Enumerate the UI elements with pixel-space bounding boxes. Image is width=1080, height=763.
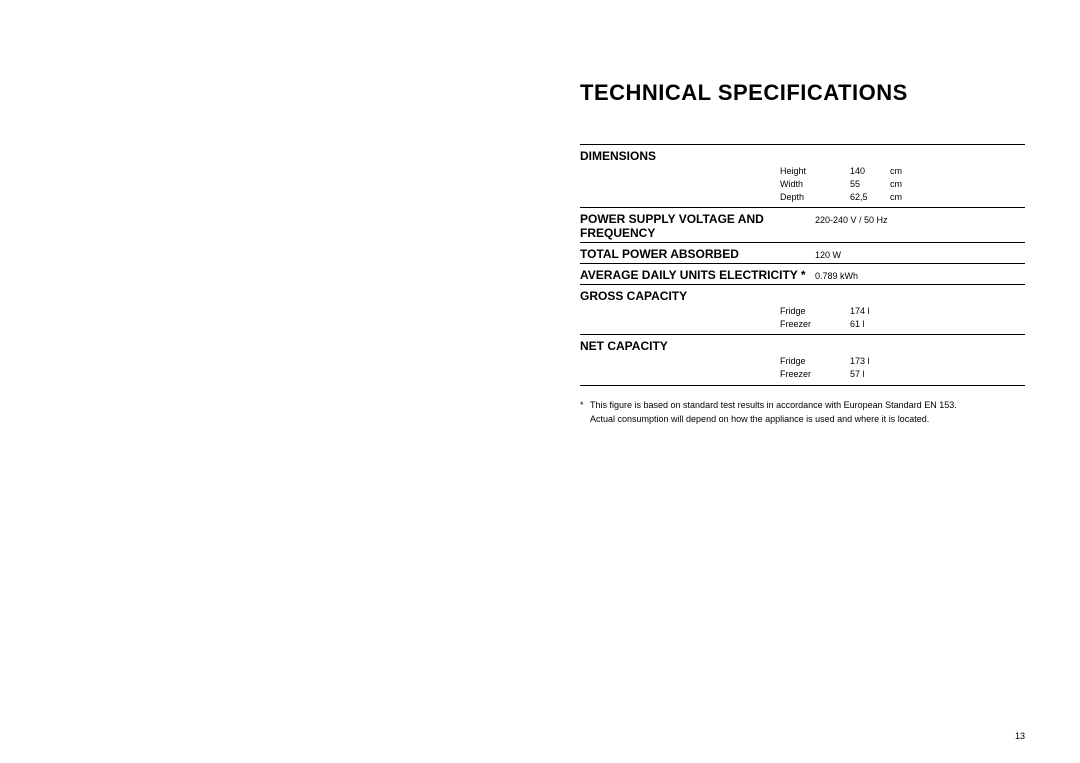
dim-unit: cm xyxy=(890,165,920,178)
page: TECHNICAL SPECIFICATIONS DIMENSIONS Heig… xyxy=(0,0,1080,763)
dim-label: Depth xyxy=(780,191,850,204)
gross-label: Freezer xyxy=(780,318,850,331)
total-power-value: 120 W xyxy=(815,250,915,260)
dim-label: Height xyxy=(780,165,850,178)
gross-label: Fridge xyxy=(780,305,850,318)
footnote-line-2: Actual consumption will depend on how th… xyxy=(580,412,1025,426)
section-power-supply: POWER SUPPLY VOLTAGE AND FREQUENCY 220-2… xyxy=(580,207,1025,242)
section-avg-daily: AVERAGE DAILY UNITS ELECTRICITY * 0.789 … xyxy=(580,263,1025,284)
gross-value: 61 l xyxy=(850,318,920,331)
dim-unit: cm xyxy=(890,178,920,191)
net-value: 57 l xyxy=(850,368,920,381)
footnote-line-1: * This figure is based on standard test … xyxy=(580,398,1025,412)
footnote-text-1: This figure is based on standard test re… xyxy=(590,398,1025,412)
dim-row-height: Height 140 cm xyxy=(580,165,1025,178)
dim-value: 140 xyxy=(850,165,890,178)
section-net-capacity: NET CAPACITY xyxy=(580,334,1025,355)
footnote-mark: * xyxy=(580,398,590,412)
power-supply-value: 220-240 V / 50 Hz xyxy=(815,215,915,225)
section-dimensions: DIMENSIONS xyxy=(580,144,1025,165)
avg-daily-heading: AVERAGE DAILY UNITS ELECTRICITY * xyxy=(580,268,815,282)
net-capacity-heading: NET CAPACITY xyxy=(580,339,815,353)
footnote: * This figure is based on standard test … xyxy=(580,398,1025,426)
net-row-freezer: Freezer 57 l xyxy=(580,368,1025,386)
net-row-fridge: Fridge 173 l xyxy=(580,355,1025,368)
net-label: Fridge xyxy=(780,355,850,368)
net-value: 173 l xyxy=(850,355,920,368)
section-total-power: TOTAL POWER ABSORBED 120 W xyxy=(580,242,1025,263)
dim-value: 55 xyxy=(850,178,890,191)
page-title: TECHNICAL SPECIFICATIONS xyxy=(580,80,1025,106)
page-number: 13 xyxy=(1015,731,1025,741)
gross-value: 174 l xyxy=(850,305,920,318)
section-gross-capacity: GROSS CAPACITY xyxy=(580,284,1025,305)
power-supply-heading: POWER SUPPLY VOLTAGE AND FREQUENCY xyxy=(580,212,815,240)
avg-daily-value: 0.789 kWh xyxy=(815,271,915,281)
dim-label: Width xyxy=(780,178,850,191)
gross-row-freezer: Freezer 61 l xyxy=(580,318,1025,334)
net-label: Freezer xyxy=(780,368,850,381)
gross-row-fridge: Fridge 174 l xyxy=(580,305,1025,318)
dimensions-heading: DIMENSIONS xyxy=(580,149,815,163)
gross-capacity-heading: GROSS CAPACITY xyxy=(580,289,815,303)
footnote-mark-spacer xyxy=(580,412,590,426)
dim-value: 62,5 xyxy=(850,191,890,204)
total-power-heading: TOTAL POWER ABSORBED xyxy=(580,247,815,261)
dim-row-width: Width 55 cm xyxy=(580,178,1025,191)
dim-row-depth: Depth 62,5 cm xyxy=(580,191,1025,207)
footnote-text-2: Actual consumption will depend on how th… xyxy=(590,412,1025,426)
dim-unit: cm xyxy=(890,191,920,204)
